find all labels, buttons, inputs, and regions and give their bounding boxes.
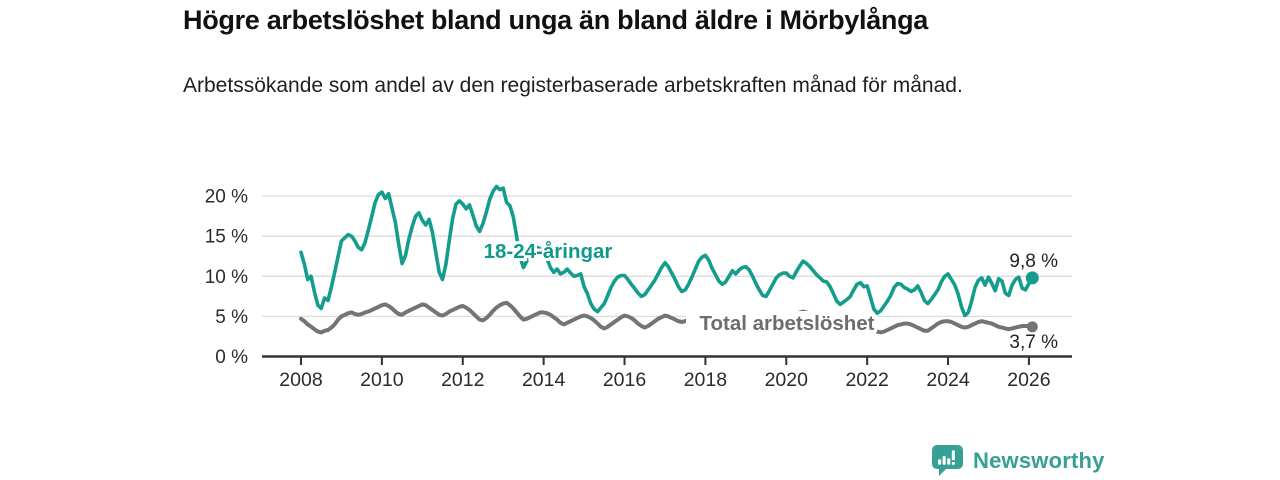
x-tick-label: 2014 <box>522 369 566 391</box>
x-tick-label: 2010 <box>360 369 404 391</box>
y-tick-label: 0 % <box>215 347 248 368</box>
youth-end-value-label: 9,8 % <box>1009 251 1058 272</box>
total-series-endpoint-dot <box>1026 321 1038 333</box>
y-tick-label: 5 % <box>215 307 248 328</box>
total-end-value-label: 3,7 % <box>1009 332 1058 353</box>
youth-series-label: 18-24-åringar <box>484 240 613 263</box>
x-tick-label: 2022 <box>845 369 888 391</box>
x-tick-label: 2026 <box>1007 369 1050 391</box>
chart-subtitle: Arbetssökande som andel av den registerb… <box>183 74 963 97</box>
newsworthy-logo[interactable]: Newsworthy <box>930 444 1105 477</box>
x-tick-label: 2020 <box>765 369 809 391</box>
youth-series-line <box>299 184 1035 318</box>
y-tick-label: 20 % <box>205 187 248 208</box>
newsworthy-brand-text: Newsworthy <box>973 447 1105 473</box>
x-tick-label: 2008 <box>279 369 322 391</box>
newsworthy-bubble-chart-icon <box>932 445 963 476</box>
total-label-mask <box>686 311 876 338</box>
total-series-line <box>299 300 1035 335</box>
x-tick-label: 2024 <box>926 369 970 391</box>
x-tick-label: 2016 <box>603 369 646 391</box>
chart-title: Högre arbetslöshet bland unga än bland ä… <box>183 5 929 35</box>
youth-series-endpoint-dot <box>1025 271 1039 285</box>
total-series-label: Total arbetslöshet <box>699 312 874 335</box>
x-tick-label: 2018 <box>684 369 727 391</box>
y-tick-label: 15 % <box>205 227 248 248</box>
x-tick-label: 2012 <box>441 369 484 391</box>
y-tick-label: 10 % <box>205 267 248 288</box>
